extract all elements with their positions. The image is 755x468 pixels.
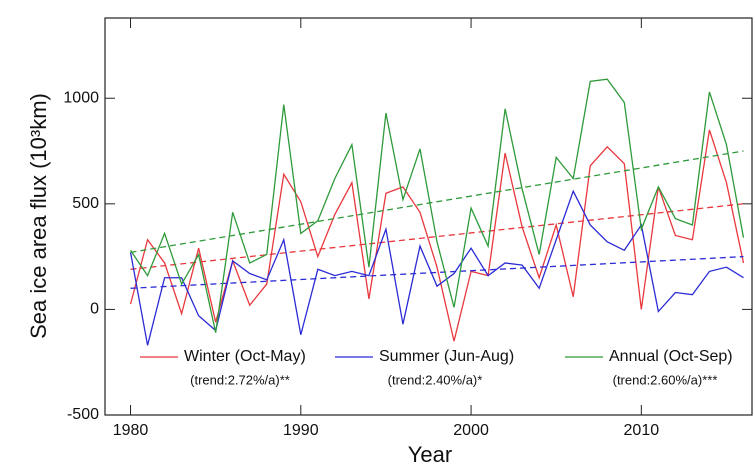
y-axis-title: Sea ice area flux (10³km)	[26, 93, 51, 339]
y-tick-label: 0	[90, 301, 99, 318]
trend-label: (trend:2.60%/a)***	[613, 372, 718, 387]
x-tick-label: 1980	[113, 422, 149, 439]
y-tick-label: 1000	[63, 89, 99, 106]
trend-line	[130, 150, 744, 254]
plot-frame	[104, 17, 753, 416]
x-axis-title: Year	[408, 442, 452, 467]
x-tick-label: 2000	[453, 422, 489, 439]
legend-label: Winter (Oct-May)	[184, 348, 306, 365]
y-tick-label: 500	[72, 195, 99, 212]
x-tick-label: 2010	[624, 422, 660, 439]
plot-area	[129, 78, 745, 346]
series-line	[129, 129, 745, 342]
series-line	[129, 78, 745, 333]
trend-label: (trend:2.40%/a)*	[388, 372, 483, 387]
trend-line	[130, 203, 744, 270]
trend-line	[130, 255, 744, 289]
y-tick-label: -500	[67, 406, 99, 423]
legend-label: Summer (Jun-Aug)	[379, 348, 514, 365]
trend-label: (trend:2.72%/a)**	[190, 372, 290, 387]
x-tick-label: 1990	[283, 422, 319, 439]
legend-label: Annual (Oct-Sep)	[609, 348, 733, 365]
